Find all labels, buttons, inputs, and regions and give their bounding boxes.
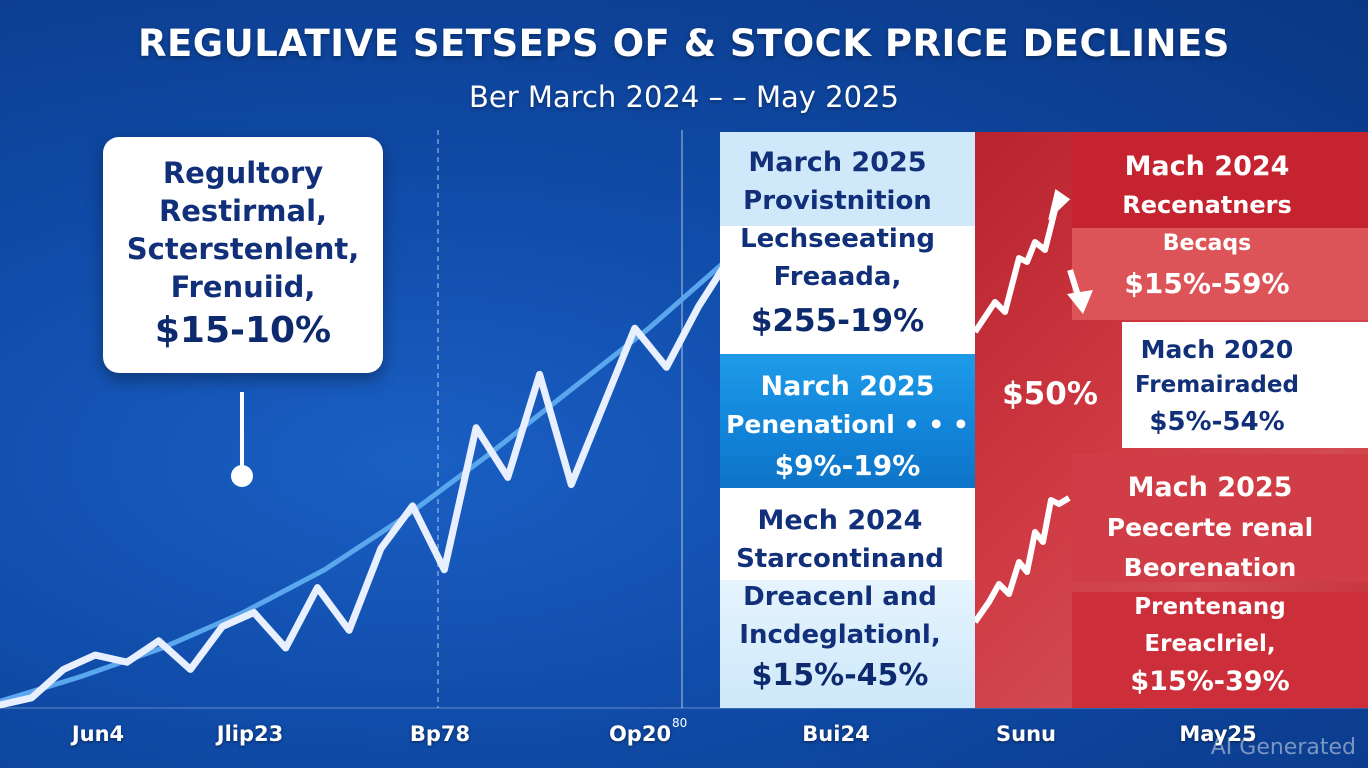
blue-bg-1 bbox=[720, 132, 975, 226]
x-tick-7: May25 bbox=[1179, 722, 1257, 746]
callout-line-2: Restirmal, bbox=[158, 194, 328, 228]
blue-block-3: Mech 2024 Starcontinand Dreacenl and Inc… bbox=[720, 502, 960, 698]
blue-3-line-3: Dreacenl and bbox=[743, 582, 937, 612]
red-4-line-2: Peecerte renal bbox=[1106, 513, 1314, 542]
white-card bbox=[1122, 322, 1368, 448]
red-4-line-3: Beorenation bbox=[1123, 553, 1297, 582]
red-4-line-5: Ereaclriel, bbox=[1144, 631, 1276, 657]
blue-bg-2 bbox=[720, 226, 975, 354]
blue-bg-5 bbox=[720, 580, 975, 708]
red-4-line-1: Mach 2025 bbox=[1127, 472, 1293, 503]
chart-title: REGULATIVE SETSEPS OF & STOCK PRICE DECL… bbox=[138, 22, 1230, 65]
blue-1-line-3: Lechseeating bbox=[740, 224, 935, 254]
x-tick-6: Sunu bbox=[996, 722, 1056, 746]
x-tick-4: Op20 bbox=[608, 722, 672, 746]
blue-3-value: $15%-45% bbox=[751, 658, 929, 693]
blue-3-line-4: Incdeglationl, bbox=[739, 620, 941, 650]
red-4-line-4: Prentenang bbox=[1134, 594, 1286, 620]
chart-subtitle: Ber March 2024 – – May 2025 bbox=[469, 80, 899, 114]
callout-box: Regultory Restirmal, Scterstenlent, Fren… bbox=[103, 137, 383, 373]
callout-value: $15-10% bbox=[154, 310, 332, 351]
callout-line-1: Regultory bbox=[162, 156, 324, 190]
red-1-line-1: Mach 2024 bbox=[1124, 151, 1290, 182]
blue-2-value: $9%-19% bbox=[774, 449, 921, 482]
red-bg-2 bbox=[1072, 228, 1368, 320]
callout-dot bbox=[231, 465, 253, 487]
red-2-line-2: Fremairaded bbox=[1135, 372, 1299, 398]
watermark: AI Generated bbox=[1210, 735, 1356, 760]
blue-2-line-1: Narch 2025 bbox=[760, 371, 935, 402]
callout-line-4: Frenuiid, bbox=[170, 270, 316, 304]
blue-3-line-2: Starcontinand bbox=[736, 544, 944, 574]
red-bg-4 bbox=[1072, 592, 1368, 708]
x-tick-3: Bp78 bbox=[409, 722, 471, 746]
blue-2-line-2: Penenationl • • • bbox=[726, 410, 969, 439]
red-4-value: $15%-39% bbox=[1130, 666, 1290, 697]
red-bg-top bbox=[1072, 132, 1368, 228]
x-tick-1: Jun4 bbox=[71, 722, 125, 746]
info-panels: March 2025 Provistnition Lechseeating Fr… bbox=[720, 132, 1368, 708]
red-block-1: Mach 2024 Recenatners Becaqs $15%-59% bbox=[1072, 148, 1342, 304]
blue-block-2: Narch 2025 Penenationl • • • $9%-19% bbox=[720, 368, 975, 488]
blue-1-line-2: Provistnition bbox=[743, 186, 932, 216]
callout-stem bbox=[240, 392, 244, 468]
red-2-line-1: Mach 2020 bbox=[1140, 335, 1294, 364]
down-arrow-head bbox=[1067, 290, 1093, 314]
red-1-value: $15%-59% bbox=[1124, 267, 1290, 300]
blue-1-line-1: March 2025 bbox=[748, 147, 927, 178]
red-1-line-2: Recenatners bbox=[1122, 191, 1292, 219]
tick-annotation: 80 bbox=[672, 716, 688, 730]
red-bg-3 bbox=[1072, 454, 1368, 582]
red-block-4: Mach 2025 Peecerte renal Beorenation Pre… bbox=[1080, 468, 1340, 702]
red-block-3-value: $50% bbox=[1002, 376, 1098, 412]
blue-bg-4 bbox=[720, 488, 975, 580]
red-panel-arrows bbox=[975, 188, 1093, 624]
blue-bg-3 bbox=[720, 354, 975, 488]
x-tick-5: Bui24 bbox=[802, 722, 870, 746]
red-block-2: Mach 2020 Fremairaded $5%-54% bbox=[1122, 332, 1312, 442]
red-1-line-3: Becaqs bbox=[1162, 231, 1252, 256]
price-line bbox=[0, 253, 734, 709]
blue-1-line-4: Freaada, bbox=[773, 262, 902, 292]
callout-line-3: Scterstenlent, bbox=[126, 232, 360, 266]
red-2-value: $5%-54% bbox=[1149, 407, 1285, 437]
x-tick-2: Jlip23 bbox=[216, 722, 284, 746]
blue-3-line-1: Mech 2024 bbox=[757, 505, 923, 536]
blue-1-value: $255-19% bbox=[750, 303, 925, 339]
blue-block-1: March 2025 Provistnition Lechseeating Fr… bbox=[720, 144, 955, 346]
